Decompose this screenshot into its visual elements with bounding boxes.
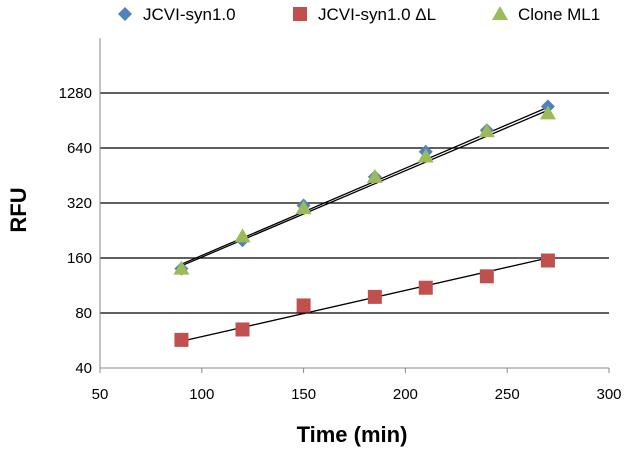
point-series-3-4 bbox=[366, 168, 383, 183]
x-tick-label-300: 300 bbox=[596, 386, 621, 403]
axes bbox=[99, 38, 610, 373]
y-axis-title: RFU bbox=[6, 187, 31, 232]
trendlines bbox=[181, 106, 549, 342]
point-series-2-1 bbox=[174, 332, 189, 347]
y-tick-label-160: 160 bbox=[67, 250, 92, 267]
point-series-2-4 bbox=[367, 289, 382, 304]
point-series-2-5 bbox=[418, 280, 433, 295]
y-tick-label-1280: 1280 bbox=[59, 85, 92, 102]
legend-marker-diamond bbox=[118, 7, 132, 21]
point-series-2-6 bbox=[479, 269, 494, 284]
point-series-2-7 bbox=[540, 253, 555, 268]
point-series-3-3 bbox=[295, 200, 312, 215]
point-series-3-7 bbox=[539, 105, 556, 120]
data-points bbox=[173, 99, 556, 347]
legend-label-1: JCVI-syn1.0 bbox=[143, 5, 236, 24]
x-tick-label-200: 200 bbox=[393, 386, 418, 403]
y-tick-label-320: 320 bbox=[67, 195, 92, 212]
legend-marker-triangle bbox=[492, 6, 508, 20]
point-series-3-1 bbox=[173, 260, 190, 275]
legend-marker-square bbox=[293, 7, 307, 21]
y-tick-labels: 40 80 160 320 640 1280 bbox=[59, 85, 92, 377]
point-series-3-6 bbox=[478, 123, 495, 138]
x-tick-label-50: 50 bbox=[92, 386, 109, 403]
legend-entry-2: JCVI-syn1.0 ΔL bbox=[293, 5, 436, 24]
point-series-2-2 bbox=[235, 322, 250, 337]
x-tick-label-100: 100 bbox=[189, 386, 214, 403]
x-tick-label-150: 150 bbox=[291, 386, 316, 403]
y-tick-label-40: 40 bbox=[75, 360, 92, 377]
point-series-3-5 bbox=[417, 148, 434, 163]
point-series-3-2 bbox=[234, 228, 251, 243]
legend-entry-3: Clone ML1 bbox=[492, 5, 600, 24]
y-tick-label-80: 80 bbox=[75, 305, 92, 322]
x-tick-labels: 50 100 150 200 250 300 bbox=[92, 386, 622, 403]
y-tick-label-640: 640 bbox=[67, 140, 92, 157]
x-tick-label-250: 250 bbox=[495, 386, 520, 403]
legend-label-3: Clone ML1 bbox=[518, 5, 600, 24]
point-series-2-3 bbox=[296, 298, 311, 313]
x-axis-title: Time (min) bbox=[297, 422, 408, 447]
legend: JCVI-syn1.0 JCVI-syn1.0 ΔL Clone ML1 bbox=[118, 5, 600, 24]
legend-label-2: JCVI-syn1.0 ΔL bbox=[318, 5, 436, 24]
legend-entry-1: JCVI-syn1.0 bbox=[118, 5, 236, 24]
gridlines bbox=[100, 92, 609, 314]
trendline-series-3 bbox=[181, 109, 549, 267]
